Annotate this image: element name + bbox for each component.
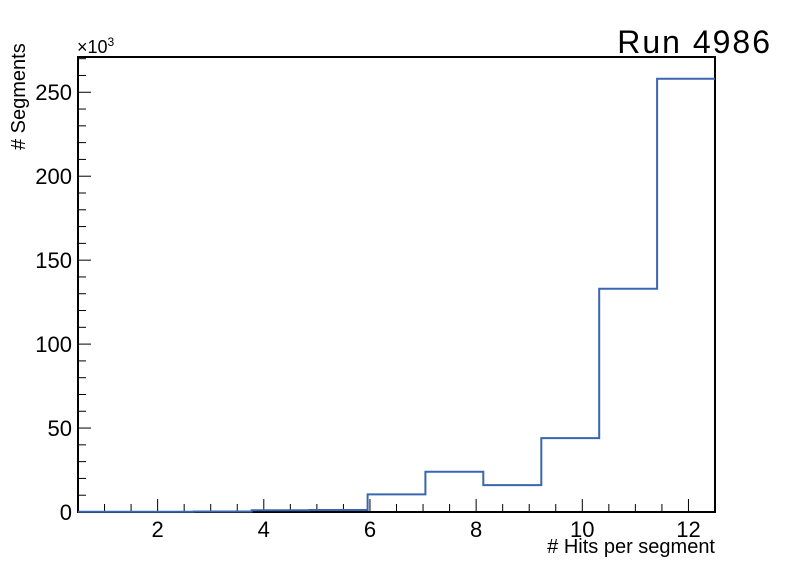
y-tick-label: 100	[35, 332, 72, 358]
y-tick-label: 0	[59, 500, 72, 525]
y-axis-exponent-base: ×10	[77, 37, 108, 57]
y-tick-label: 150	[35, 248, 72, 274]
x-tick-label: 10	[570, 517, 595, 542]
x-axis-title: # Hits per segment	[547, 536, 715, 558]
y-tick-label: 50	[47, 416, 72, 442]
x-tick-label: 4	[257, 517, 270, 542]
plot-title: Run 4986	[617, 24, 772, 60]
x-tick-label: 8	[470, 517, 483, 542]
y-tick-label: 250	[35, 80, 72, 106]
x-tick-label: 12	[676, 517, 701, 542]
y-axis-exponent-label: ×103	[77, 35, 115, 58]
y-axis-exponent-power: 3	[107, 35, 115, 49]
x-tick-label: 2	[151, 517, 164, 542]
histogram-step-line	[78, 77, 715, 513]
y-tick-label: 200	[35, 164, 72, 190]
x-tick-label: 6	[363, 517, 377, 542]
